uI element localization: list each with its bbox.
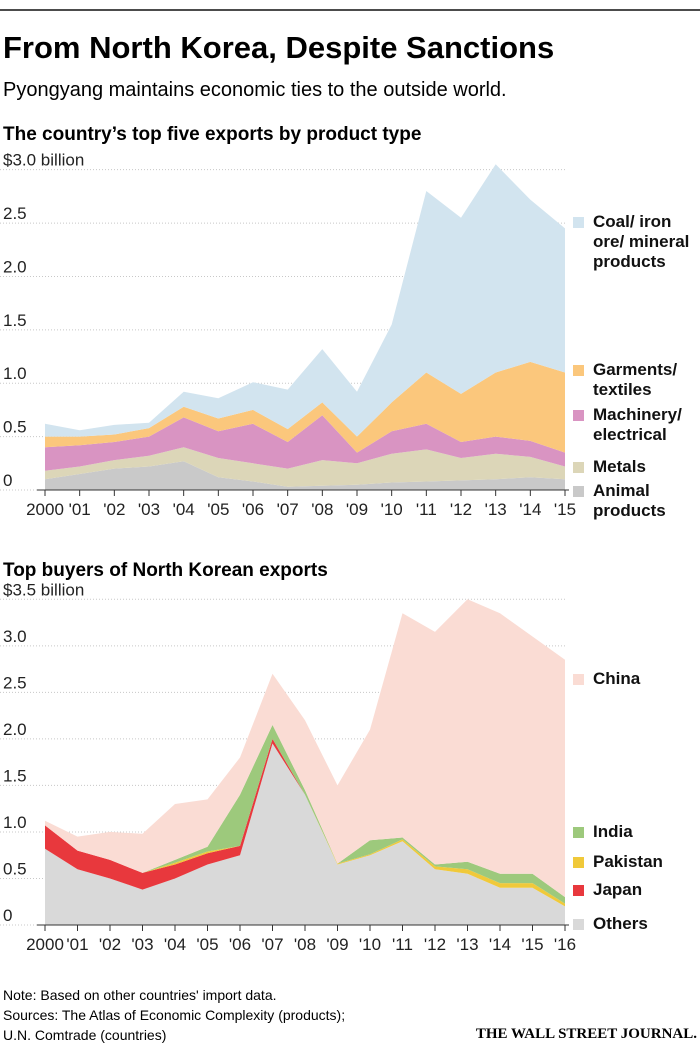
x-tick-label: '09 [326,935,348,954]
legend-label: Garments/ textiles [593,360,678,399]
legend-swatch [573,857,584,868]
area [45,415,565,471]
y-tick-label: 3.0 [3,627,27,646]
x-tick-label: '01 [66,935,88,954]
area [45,738,565,907]
x-tick-label: '06 [242,500,264,519]
x-tick-label: '03 [131,935,153,954]
legend-label: Others [593,914,648,933]
note: Note: Based on other countries' import d… [3,987,277,1003]
y-tick-label: 1.0 [3,364,27,383]
chart-title: Top buyers of North Korean exports [3,560,328,581]
title: From North Korea, Despite Sanctions [3,30,554,65]
x-tick-label: '11 [416,500,437,519]
y-tick-label: $3.0 billion [3,151,84,170]
legend-label: Pakistan [593,852,663,871]
legend-swatch [573,217,584,228]
legend-label: China [593,669,641,688]
legend-label: Machinery/ electrical [593,405,682,444]
x-tick-label: 2000 [26,935,64,954]
x-tick-label: '06 [229,935,251,954]
y-tick-label: 0.5 [3,418,27,437]
x-tick-label: '13 [456,935,478,954]
y-tick-label: 2.0 [3,720,27,739]
legend-swatch [573,486,584,497]
x-tick-label: '11 [392,935,413,954]
x-tick-label: '08 [311,500,333,519]
x-tick-label: '01 [69,500,91,519]
x-tick-label: '12 [424,935,446,954]
x-tick-label: 2000 [26,500,64,519]
y-tick-label: 2.0 [3,257,27,276]
x-tick-label: '02 [103,500,125,519]
area [45,599,565,898]
legend-swatch [573,674,584,685]
y-tick-label: 1.0 [3,813,27,832]
legend-swatch [573,919,584,930]
y-tick-label: 2.5 [3,673,27,692]
legend-label: Japan [593,880,643,899]
area [45,164,565,437]
area [45,361,565,453]
x-tick-label: '04 [164,935,186,954]
y-tick-label: 0.5 [3,859,27,878]
x-tick-label: '14 [489,935,511,954]
x-tick-label: '04 [173,500,195,519]
legend-swatch [573,827,584,838]
x-tick-label: '03 [138,500,160,519]
y-tick-label: 2.5 [3,204,27,223]
y-tick-label: 0 [3,471,12,490]
x-tick-label: '08 [294,935,316,954]
x-tick-label: '09 [346,500,368,519]
area [45,461,565,490]
x-tick-label: '15 [554,500,576,519]
x-tick-label: '12 [450,500,472,519]
x-tick-label: '05 [207,500,229,519]
legend-swatch [573,410,584,421]
logo: THE WALL STREET JOURNAL. [476,1026,697,1042]
note: U.N. Comtrade (countries) [3,1027,166,1043]
note: Sources: The Atlas of Economic Complexit… [3,1007,345,1023]
y-tick-label: 0 [3,906,12,925]
x-tick-label: '15 [521,935,543,954]
legend-swatch [573,365,584,376]
x-tick-label: '10 [381,500,403,519]
x-tick-label: '07 [277,500,299,519]
x-tick-label: '07 [261,935,283,954]
area [45,447,565,487]
x-tick-label: '10 [359,935,381,954]
legend-label: Animal products [593,481,666,520]
x-tick-label: '14 [519,500,541,519]
x-tick-label: '13 [485,500,507,519]
x-tick-label: '16 [554,935,576,954]
legend-label: India [593,822,633,841]
chart-title: The country’s top five exports by produc… [3,124,421,145]
x-tick-label: '05 [196,935,218,954]
legend-swatch [573,885,584,896]
subtitle: Pyongyang maintains economic ties to the… [3,79,507,101]
legend-label: Metals [593,457,646,476]
y-tick-label: $3.5 billion [3,580,84,599]
area [45,743,565,925]
legend-label: Coal/ iron ore/ mineral products [593,212,690,271]
x-tick-label: '02 [99,935,121,954]
legend-swatch [573,462,584,473]
y-tick-label: 1.5 [3,766,27,785]
y-tick-label: 1.5 [3,311,27,330]
